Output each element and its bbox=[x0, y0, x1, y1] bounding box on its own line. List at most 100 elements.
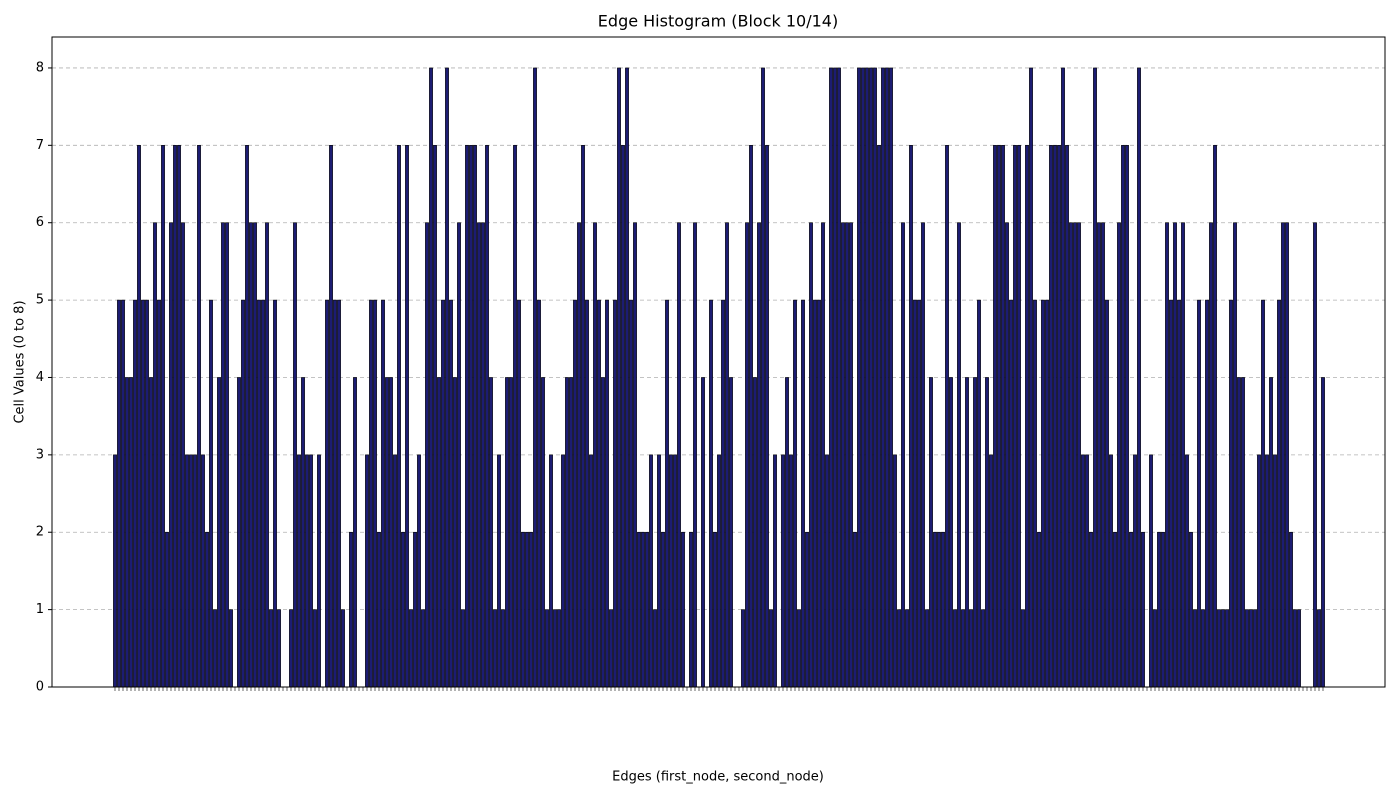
y-tick-label: 5 bbox=[36, 293, 44, 308]
bar bbox=[1289, 531, 1293, 688]
bar bbox=[693, 222, 697, 688]
bar bbox=[617, 67, 621, 688]
bar bbox=[761, 67, 765, 688]
bar bbox=[1053, 145, 1057, 688]
bar bbox=[457, 222, 461, 688]
bar bbox=[1221, 609, 1225, 688]
bar bbox=[1261, 299, 1265, 688]
bar bbox=[561, 454, 565, 688]
bar bbox=[185, 454, 189, 688]
bar bbox=[517, 299, 521, 688]
bar bbox=[709, 299, 713, 688]
bar bbox=[541, 377, 545, 688]
bar bbox=[1121, 145, 1125, 688]
bar bbox=[625, 67, 629, 688]
bar bbox=[1109, 454, 1113, 688]
bar bbox=[1049, 145, 1053, 688]
bar bbox=[677, 222, 681, 688]
bar bbox=[497, 454, 501, 688]
bar bbox=[629, 299, 633, 688]
bar bbox=[557, 609, 561, 688]
bar bbox=[1245, 609, 1249, 688]
bar bbox=[1013, 145, 1017, 688]
bar bbox=[1085, 454, 1089, 688]
bar bbox=[1209, 222, 1213, 688]
bar bbox=[245, 145, 249, 688]
bar bbox=[645, 531, 649, 688]
bar bbox=[861, 67, 865, 688]
bar bbox=[1265, 454, 1269, 688]
bar bbox=[857, 67, 861, 688]
bar bbox=[477, 222, 481, 688]
bar bbox=[205, 531, 209, 688]
bar bbox=[1285, 222, 1289, 688]
bar bbox=[317, 454, 321, 688]
bar bbox=[929, 377, 933, 688]
bar bbox=[1297, 609, 1301, 688]
bar bbox=[937, 531, 941, 688]
bar bbox=[657, 454, 661, 688]
bar bbox=[1277, 299, 1281, 688]
bar bbox=[381, 299, 385, 688]
bar bbox=[425, 222, 429, 688]
bar bbox=[1089, 531, 1093, 688]
bar bbox=[313, 609, 317, 688]
bar bbox=[745, 222, 749, 688]
bar bbox=[741, 609, 745, 688]
bar bbox=[1061, 67, 1065, 688]
bar bbox=[153, 222, 157, 688]
bar bbox=[941, 531, 945, 688]
bar bbox=[257, 299, 261, 688]
bar bbox=[149, 377, 153, 688]
bar bbox=[897, 609, 901, 688]
bar bbox=[893, 454, 897, 688]
bar bbox=[373, 299, 377, 688]
bar bbox=[793, 299, 797, 688]
bar bbox=[1005, 222, 1009, 688]
bar bbox=[505, 377, 509, 688]
bar bbox=[945, 145, 949, 688]
bar bbox=[1133, 454, 1137, 688]
bar bbox=[881, 67, 885, 688]
bar bbox=[485, 145, 489, 688]
bar bbox=[209, 299, 213, 688]
bar bbox=[1065, 145, 1069, 688]
bar bbox=[249, 222, 253, 688]
bar bbox=[1177, 299, 1181, 688]
bar bbox=[1281, 222, 1285, 688]
y-tick-label: 2 bbox=[36, 525, 44, 540]
bar bbox=[565, 377, 569, 688]
bar bbox=[197, 145, 201, 688]
bar bbox=[1025, 145, 1029, 688]
bar bbox=[1153, 609, 1157, 688]
bar bbox=[977, 299, 981, 688]
bar bbox=[837, 67, 841, 688]
bar bbox=[821, 222, 825, 688]
bar bbox=[957, 222, 961, 688]
bar bbox=[1045, 299, 1049, 688]
bar bbox=[789, 454, 793, 688]
y-tick-label: 4 bbox=[36, 370, 44, 385]
bar bbox=[1313, 222, 1317, 688]
bar bbox=[805, 531, 809, 688]
bar bbox=[649, 454, 653, 688]
bar bbox=[813, 299, 817, 688]
bar bbox=[181, 222, 185, 688]
bar bbox=[1181, 222, 1185, 688]
bar bbox=[845, 222, 849, 688]
y-tick-label: 1 bbox=[36, 602, 44, 617]
bar bbox=[989, 454, 993, 688]
bar bbox=[1073, 222, 1077, 688]
bar bbox=[885, 67, 889, 688]
bar bbox=[613, 299, 617, 688]
bar bbox=[129, 377, 133, 688]
bar bbox=[913, 299, 917, 688]
bar bbox=[973, 377, 977, 688]
bar bbox=[509, 377, 513, 688]
bar bbox=[325, 299, 329, 688]
bar bbox=[337, 299, 341, 688]
bar bbox=[1009, 299, 1013, 688]
bar bbox=[225, 222, 229, 688]
bar bbox=[965, 377, 969, 688]
x-axis-label: Edges (first_node, second_node) bbox=[612, 770, 824, 785]
